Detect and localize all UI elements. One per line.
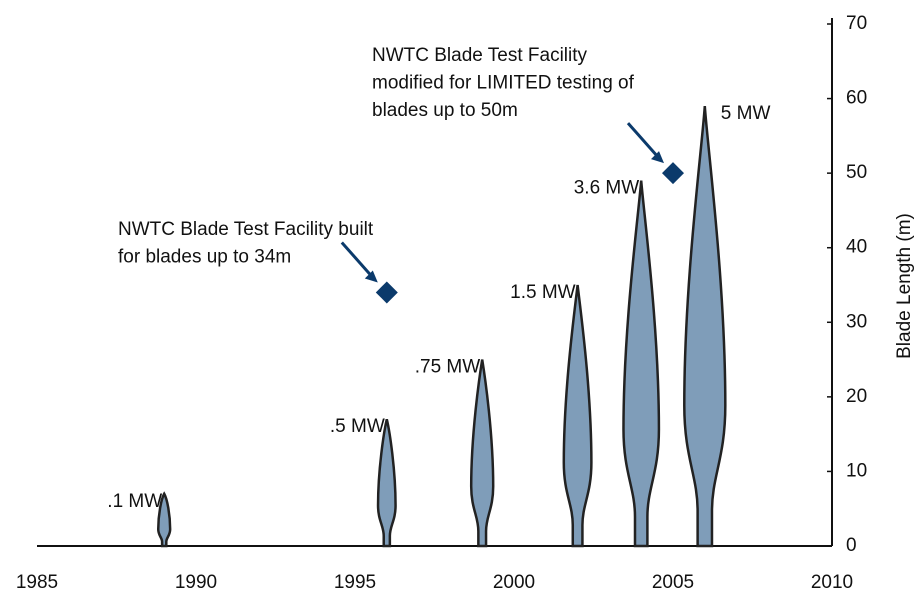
blade-label: .75 MW — [415, 357, 481, 378]
arrow-head — [364, 270, 378, 283]
blade — [622, 180, 661, 548]
y-axis-label: Blade Length (m) — [894, 213, 915, 359]
annotation: modified for LIMITED testing of — [372, 73, 635, 94]
x-tick-label: 1990 — [175, 572, 217, 593]
blade-label: 1.5 MW — [510, 282, 576, 303]
blade-label: 3.6 MW — [574, 178, 640, 199]
blade — [156, 491, 172, 548]
annotation-arrow — [340, 241, 374, 279]
y-tick-label: 70 — [846, 13, 867, 34]
marker — [375, 281, 398, 304]
y-tick-label: 10 — [846, 460, 867, 481]
blade-label: 5 MW — [721, 103, 771, 124]
y-tick-label: 50 — [846, 162, 867, 183]
marker — [662, 162, 684, 185]
annotation: NWTC Blade Test Facility built — [118, 219, 374, 240]
blade-label: .5 MW — [330, 416, 385, 437]
arrow-head — [651, 151, 664, 164]
blade — [469, 359, 495, 548]
x-tick-label: 2005 — [652, 572, 694, 593]
annotation: NWTC Blade Test Facility — [372, 45, 588, 66]
y-tick-label: 20 — [846, 386, 867, 407]
x-tick-label: 1985 — [16, 572, 58, 593]
y-tick-label: 60 — [846, 88, 867, 109]
blade — [683, 105, 727, 548]
y-tick-label: 0 — [846, 535, 857, 556]
x-tick-label: 2000 — [493, 572, 535, 593]
y-tick-label: 40 — [846, 237, 867, 258]
y-tick-label: 30 — [846, 311, 867, 332]
blade — [562, 284, 593, 548]
annotation: blades up to 50m — [372, 100, 518, 121]
blade — [376, 418, 397, 548]
annotation-arrow — [626, 122, 661, 160]
annotation: for blades up to 34m — [118, 247, 291, 268]
x-tick-label: 2010 — [811, 572, 853, 593]
blade-label: .1 MW — [107, 491, 162, 512]
x-tick-label: 1995 — [334, 572, 376, 593]
